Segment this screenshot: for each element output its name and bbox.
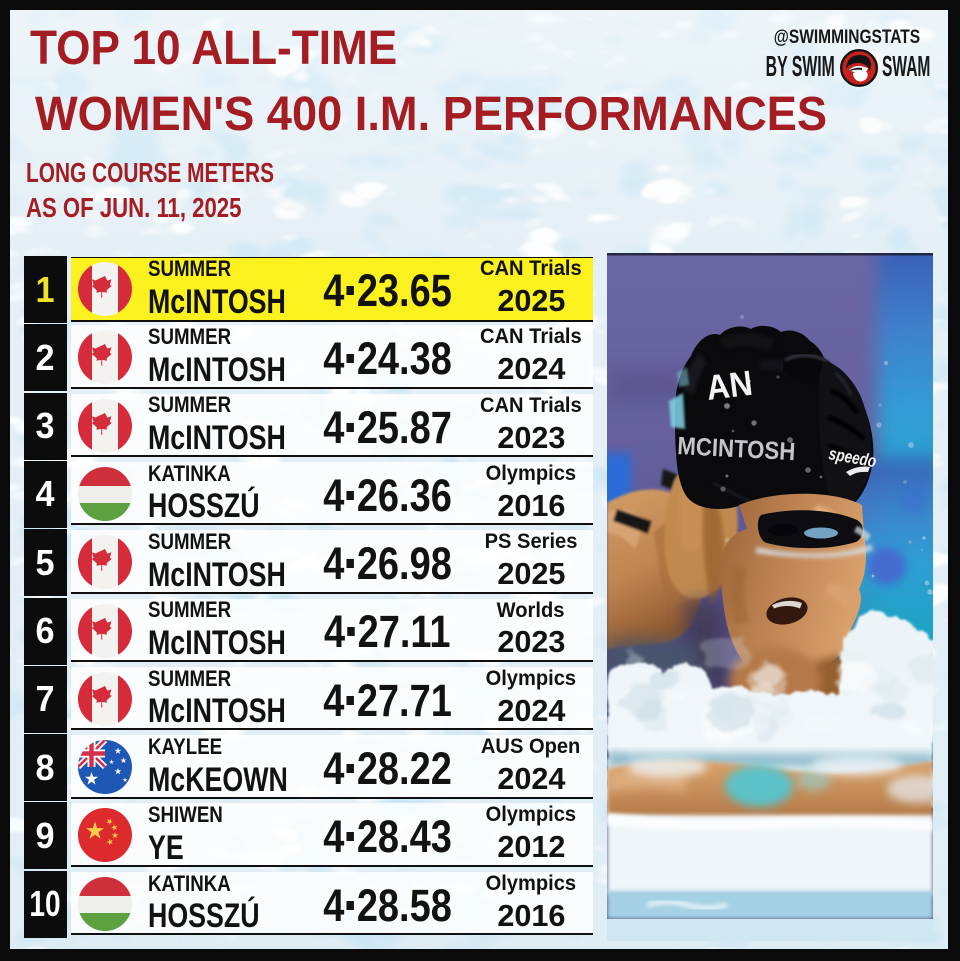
svg-text:AN: AN bbox=[704, 364, 754, 408]
svg-text:MCINTOSH: MCINTOSH bbox=[677, 432, 796, 466]
